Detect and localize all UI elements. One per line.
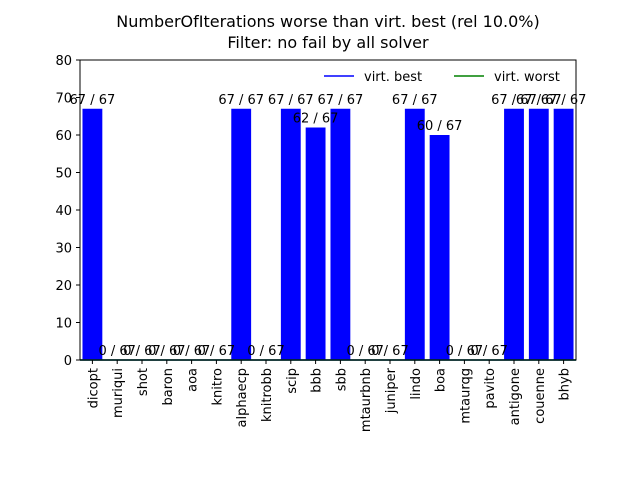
x-tick-label: aoa: [186, 368, 201, 392]
x-tick-label: muriqui: [111, 368, 126, 418]
bar-value-label: 67 / 67: [70, 93, 116, 108]
x-tick-label: bbb: [310, 368, 325, 393]
x-tick-label: antigone: [508, 368, 523, 425]
bar-value-label: 0 / 67: [446, 344, 483, 359]
bar: [305, 127, 326, 360]
bar-value-label: 60 / 67: [417, 119, 463, 134]
bar-value-label: 0 / 67: [173, 344, 210, 359]
x-tick-label: sbb: [334, 368, 349, 391]
bar: [231, 108, 252, 360]
y-tick-label: 10: [55, 317, 72, 332]
x-tick-label: shot: [136, 368, 151, 396]
bar: [528, 108, 549, 360]
bar-value-label: 0 / 67: [123, 344, 160, 359]
x-tick-label: alphaecp: [235, 368, 250, 427]
bar-value-label: 0 / 67: [148, 344, 185, 359]
y-tick-label: 30: [55, 242, 72, 257]
x-tick-label: knitrobb: [260, 368, 275, 422]
y-tick-label: 60: [55, 129, 72, 144]
bar-value-label: 67 / 67: [541, 93, 587, 108]
bar-value-label: 0 / 67: [198, 344, 235, 359]
x-tick-label: pavito: [483, 368, 498, 409]
x-tick-label: dicopt: [86, 368, 101, 408]
bar-value-label: 0 / 67: [470, 344, 507, 359]
bar-value-label: 62 / 67: [293, 112, 339, 127]
bar: [553, 108, 574, 360]
x-tick-label: juniper: [384, 367, 399, 414]
y-tick-label: 20: [55, 279, 72, 294]
x-tick-label: mtaurbnb: [359, 368, 374, 432]
bar-value-label: 67 / 67: [392, 93, 438, 108]
legend-label: virt. worst: [494, 70, 560, 85]
x-tick-label: boa: [434, 368, 449, 392]
y-tick-label: 80: [55, 54, 72, 69]
x-tick-label: mtaurqg: [458, 368, 473, 424]
chart-title-line1: NumberOfIterations worse than virt. best…: [116, 12, 540, 31]
plot-area: 67 / 670 / 670 / 670 / 670 / 670 / 6767 …: [55, 54, 586, 432]
bar: [429, 135, 450, 360]
bar: [504, 108, 524, 360]
y-tick-label: 0: [64, 354, 72, 369]
bar-value-label: 67 / 67: [268, 93, 314, 108]
bar-value-label: 67 / 67: [318, 93, 364, 108]
bar-value-label: 67 / 67: [218, 93, 264, 108]
x-tick-label: knitro: [210, 368, 225, 406]
bar: [330, 108, 351, 360]
bar-value-label: 0 / 67: [247, 344, 284, 359]
bar: [404, 108, 425, 360]
x-tick-label: lindo: [409, 368, 424, 400]
bar-value-label: 0 / 67: [98, 344, 135, 359]
bar-value-label: 67 / 67: [516, 93, 562, 108]
x-tick-label: scip: [285, 368, 300, 394]
x-tick-label: bhyb: [558, 368, 573, 400]
legend-label: virt. best: [364, 70, 422, 85]
y-tick-label: 50: [55, 167, 72, 182]
x-tick-label: couenne: [533, 368, 548, 424]
chart-title-line2: Filter: no fail by all solver: [227, 33, 429, 52]
bar: [280, 108, 301, 360]
bar-value-label: 0 / 67: [346, 344, 383, 359]
bar: [82, 108, 103, 360]
bar-value-label: 67 / 67: [491, 93, 537, 108]
bar-value-label: 0 / 67: [371, 344, 408, 359]
y-tick-label: 70: [55, 92, 72, 107]
x-tick-label: baron: [161, 368, 176, 405]
y-tick-label: 40: [55, 204, 72, 219]
